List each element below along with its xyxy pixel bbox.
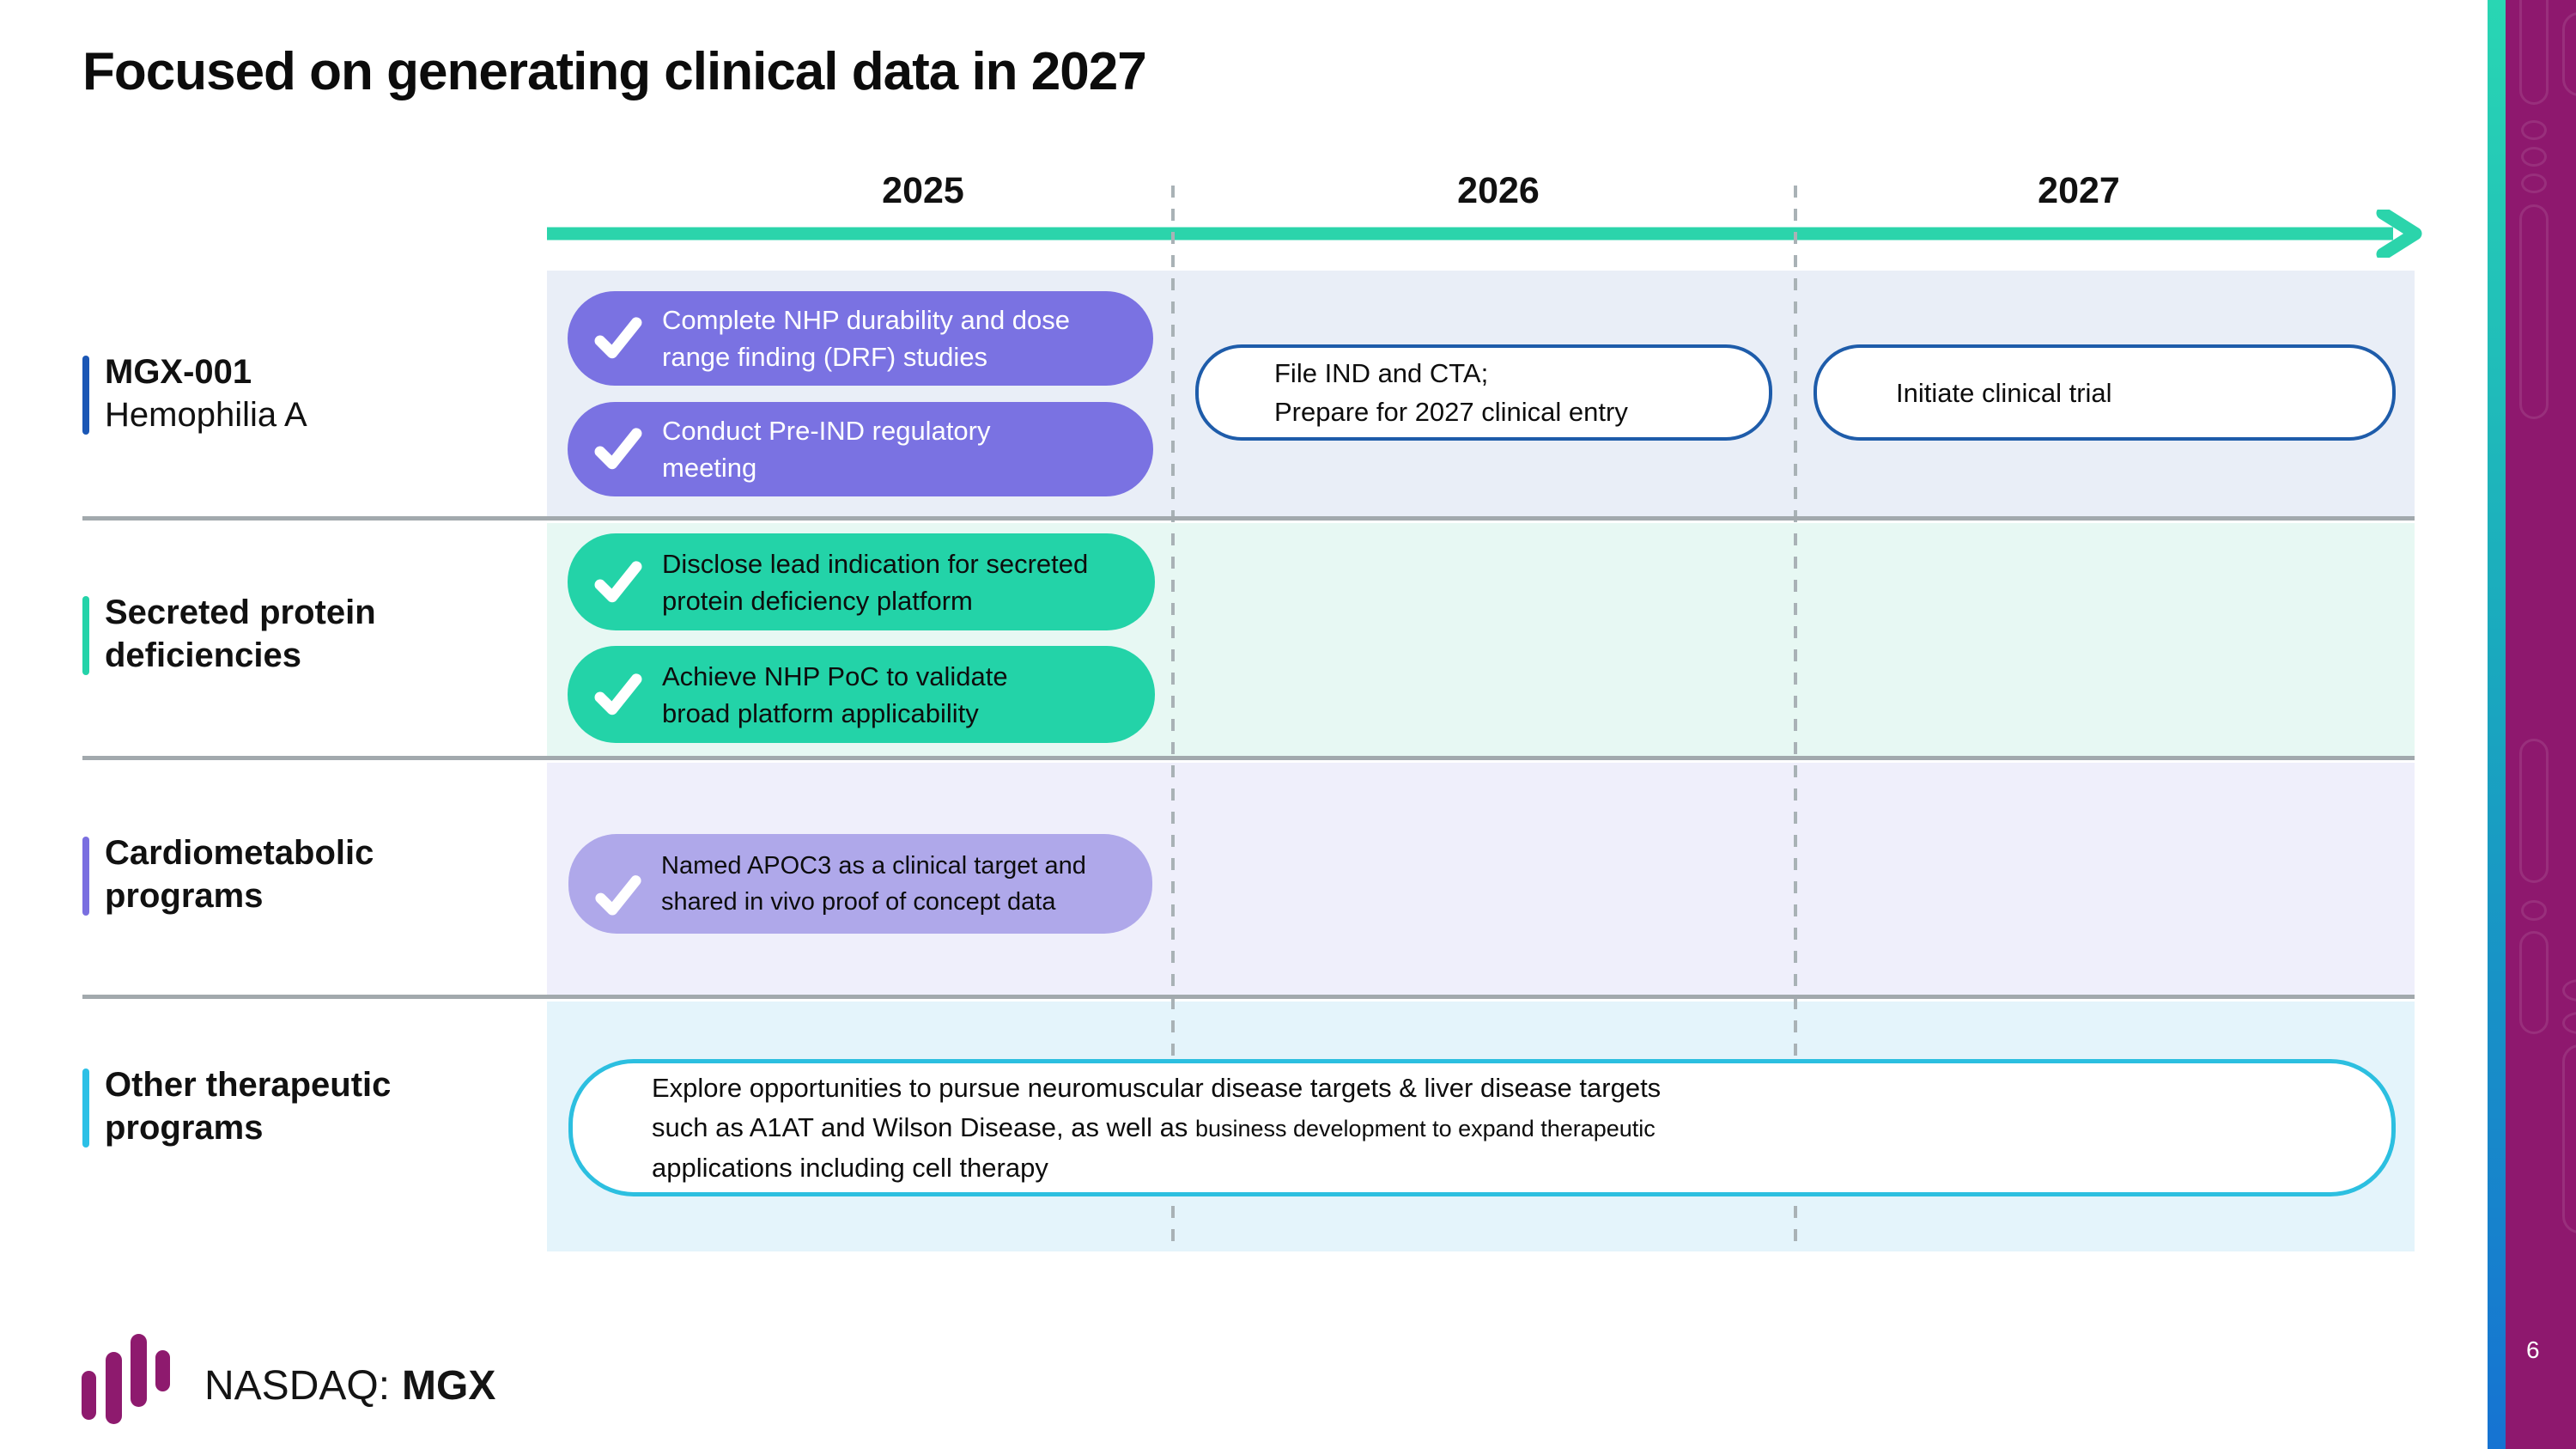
row-label-cardiometabolic: Cardiometabolic programs	[82, 831, 374, 917]
milestone-text-line: range finding (DRF) studies	[662, 342, 988, 372]
rail-capsule-decor	[2519, 931, 2549, 1034]
row-label-secreted: Secreted protein deficiencies	[82, 591, 376, 677]
rail-capsule-decor	[2519, 739, 2549, 883]
accent-bar-blue	[82, 356, 89, 435]
milestone-text-line: shared in vivo proof of concept data	[661, 888, 1056, 916]
page-title: Focused on generating clinical data in 2…	[82, 42, 1147, 101]
rail-capsule-decor	[2562, 12, 2576, 96]
column-separator-2025-2026	[1171, 186, 1175, 1251]
row-label-other: Other therapeutic programs	[82, 1063, 391, 1149]
milestone-text-line: File IND and CTA;	[1274, 358, 1489, 388]
milestone-text-segment-em: business development to expand therapeut…	[1194, 1115, 1656, 1142]
row-label-line: Hemophilia A	[105, 396, 307, 434]
milestone-text-line: such as A1AT and Wilson Disease, as well…	[652, 1108, 2391, 1148]
mgx-logo-bar	[155, 1350, 170, 1391]
row-divider-1	[82, 516, 2415, 521]
rail-ellipse-decor	[2521, 120, 2547, 140]
row-label-mgx001: MGX-001 Hemophilia A	[82, 350, 307, 436]
rail-ellipse-decor	[2521, 174, 2547, 193]
timeline-year-2027: 2027	[2038, 170, 2120, 211]
accent-bar-teal	[82, 596, 89, 675]
timeline-arrow-icon	[547, 210, 2422, 258]
row-label-line: Cardiometabolic	[105, 834, 374, 872]
milestone-text-line: Disclose lead indication for secreted	[662, 548, 1089, 579]
rail-capsule-decor	[2562, 1044, 2576, 1233]
check-icon	[594, 317, 642, 359]
milestone-pill-nhp-poc: Achieve NHP PoC to validate broad platfo…	[568, 646, 1155, 743]
rail-ellipse-decor	[2521, 900, 2547, 921]
milestone-pill-pre-ind: Conduct Pre-IND regulatory meeting	[568, 402, 1153, 496]
milestone-box-initiate-trial: Initiate clinical trial	[1814, 344, 2396, 441]
edge-brand-rail: 6	[2506, 0, 2576, 1449]
row-label-line: Other therapeutic	[105, 1066, 392, 1104]
check-icon	[594, 673, 642, 715]
row-divider-2	[82, 756, 2415, 760]
row-divider-3	[82, 995, 2415, 999]
milestone-text-line: Explore opportunities to pursue neuromus…	[652, 1072, 1662, 1103]
exchange-label: NASDAQ:	[204, 1363, 391, 1409]
mgx-logo-bar	[131, 1334, 147, 1407]
ticker-symbol: MGX	[402, 1363, 496, 1409]
milestone-text-line: Conduct Pre-IND regulatory	[662, 416, 991, 446]
milestone-pill-apoc3: Named APOC3 as a clinical target and sha…	[568, 834, 1152, 934]
row-label-line: deficiencies	[105, 636, 302, 674]
milestone-text-line: Prepare for 2027 clinical entry	[1274, 397, 1628, 427]
row-label-line: programs	[105, 1109, 264, 1147]
milestone-text-line: broad platform applicability	[662, 697, 979, 728]
milestone-text-line: Complete NHP durability and dose	[662, 305, 1071, 335]
rail-capsule-decor	[2519, 0, 2549, 105]
milestone-box-file-ind: File IND and CTA; Prepare for 2027 clini…	[1195, 344, 1772, 441]
milestone-pill-disclose-lead: Disclose lead indication for secreted pr…	[568, 533, 1155, 630]
row-label-line: Secreted protein	[105, 594, 376, 631]
rail-capsule-decor	[2519, 204, 2549, 419]
timeline-year-2026: 2026	[1457, 170, 1540, 211]
edge-gradient-strip	[2488, 0, 2506, 1449]
row-label-line: MGX-001	[105, 353, 252, 391]
column-separator-2026-2027	[1794, 186, 1797, 1251]
milestone-text-segment: such as A1AT and Wilson Disease, as well…	[652, 1111, 1195, 1142]
rail-ellipse-decor	[2562, 979, 2576, 1002]
milestone-text-line: Named APOC3 as a clinical target and	[661, 852, 1086, 880]
footer-ticker: NASDAQ: MGX	[204, 1362, 495, 1409]
accent-bar-purple	[82, 837, 89, 916]
milestone-text-line: meeting	[662, 453, 757, 483]
mgx-logo-bar	[82, 1371, 96, 1420]
check-icon	[594, 428, 642, 470]
milestone-text-line: Achieve NHP PoC to validate	[662, 661, 1008, 691]
page-number: 6	[2526, 1336, 2540, 1363]
timeline-year-2025: 2025	[882, 170, 964, 211]
accent-bar-cyan	[82, 1068, 89, 1148]
check-icon	[595, 875, 641, 916]
milestone-box-explore-opportunities: Explore opportunities to pursue neuromus…	[568, 1059, 2396, 1196]
milestone-text-line: Initiate clinical trial	[1896, 377, 2112, 408]
rail-ellipse-decor	[2562, 1012, 2576, 1034]
check-icon	[594, 560, 642, 602]
milestone-text-line: applications including cell therapy	[652, 1152, 1048, 1183]
row-label-line: programs	[105, 877, 264, 915]
milestone-pill-nhp-drf: Complete NHP durability and dose range f…	[568, 291, 1153, 386]
rail-ellipse-decor	[2521, 147, 2547, 167]
mgx-logo-bar	[106, 1352, 122, 1424]
milestone-text-line: protein deficiency platform	[662, 585, 973, 616]
